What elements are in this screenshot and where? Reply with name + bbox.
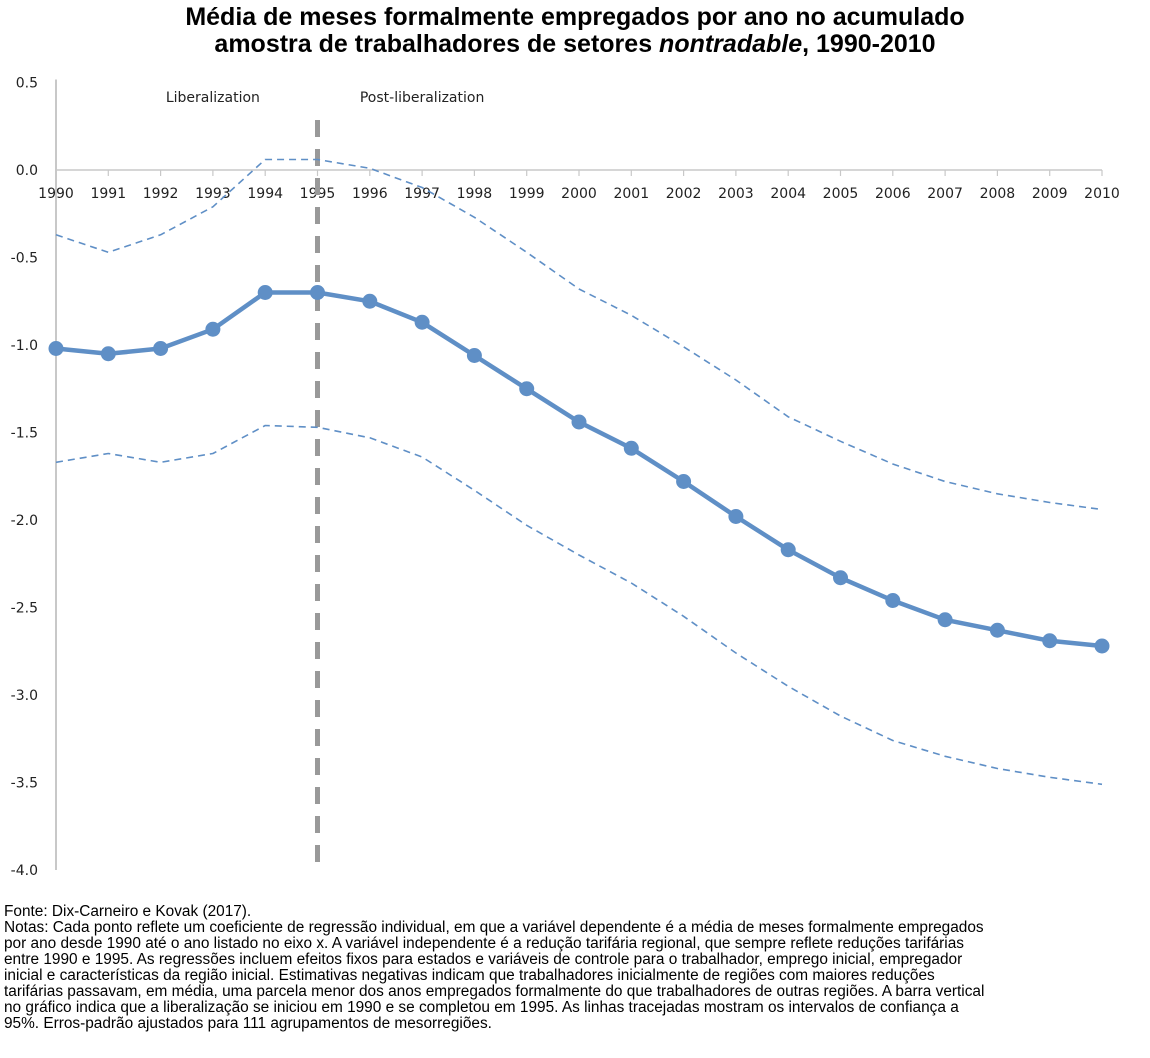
data-point [1042,633,1058,649]
note-line: tarifárias passavam, em média, uma parce… [4,983,985,1000]
y-tick-label: -2.5 [11,601,38,617]
x-tick-label: 1999 [509,186,545,202]
chart-title-line-2-suffix: , 1990-2010 [802,30,936,58]
note-line: inicial e características da região inic… [4,967,935,984]
x-tick-label: 2001 [613,186,649,202]
data-point [153,341,169,356]
y-tick-label: -1.5 [11,426,38,442]
data-point [100,346,116,362]
data-point [937,612,953,628]
note-line: 95%. Erros-padrão ajustados para 111 agr… [4,1015,492,1032]
data-point [780,542,796,558]
x-tick-label: 1994 [247,186,283,202]
y-tick-label: -1.0 [11,338,38,354]
chart-title-line-1: Média de meses formalmente empregados po… [185,3,965,31]
data-point [205,321,221,337]
data-point [414,314,430,330]
note-line: por ano desde 1990 até o ano listado no … [4,935,964,952]
data-point [833,570,848,586]
period-label: Liberalization [166,90,260,106]
x-tick-label: 2007 [927,186,963,202]
estimate-line [55,290,1103,649]
data-point [310,285,325,300]
period-label: Post-liberalization [360,90,484,106]
upper-ci-line [55,158,1103,511]
x-tick-label: 1990 [38,186,74,202]
note-line: entre 1990 e 1995. As regressões incluem… [4,951,963,968]
x-tick-label: 1998 [457,186,493,202]
note-line: Notas: Cada ponto reflete um coeficiente… [4,919,984,936]
y-tick-label: -4.0 [11,863,38,879]
data-point [48,341,64,356]
data-point [519,381,535,397]
y-tick-label: -3.0 [11,688,38,704]
data-point [676,474,692,489]
y-tick-label: 0.0 [16,163,38,179]
data-point [466,348,482,363]
x-tick-label: 1996 [352,186,388,202]
x-tick-label: 2004 [770,186,806,202]
x-tick-label: 1992 [143,186,179,202]
x-tick-label: 2000 [561,186,597,202]
series-group [48,158,1110,786]
y-tick-label: -3.5 [11,776,38,792]
annotation-group: Liberalization Post-liberalization [166,90,484,106]
data-point [989,622,1005,638]
x-tick-label: 1993 [195,186,231,202]
chart-title: Média de meses formalmente empregados po… [0,4,1150,58]
note-line: no gráfico indica que a liberalização se… [4,999,959,1016]
x-tick-label: 1991 [90,186,126,202]
data-point [257,285,273,300]
x-tick-label: 2005 [823,186,859,202]
chart-title-italic-term: nontradable [659,30,803,58]
data-point [623,440,639,456]
x-tick-label: 2009 [1032,186,1068,202]
chart-title-line-2: amostra de trabalhadores de setores nont… [0,31,1150,58]
y-tick-label: -0.5 [11,251,38,267]
axes: 0.5 0.0 -0.5 -1.0 -1.5 -2.0 -2.5 -3.0 -3.5 -4.0 19… [11,76,1120,880]
line-chart: 0.5 0.0 -0.5 -1.0 -1.5 -2.0 -2.5 -3.0 -3.5 -4.0 19… [11,76,1120,880]
data-point [728,509,744,524]
x-tick-label: 2002 [666,186,702,202]
lower-ci-line [55,424,1103,786]
y-tick-label: -2.0 [11,513,38,529]
chart-notes: Fonte: Dix-Carneiro e Kovak (2017). Nota… [4,904,1150,1032]
x-tick-label: 2008 [980,186,1016,202]
x-tick-label: 2003 [718,186,754,202]
data-point [885,593,901,608]
chart-title-line-2-prefix: amostra de trabalhadores de setores [214,30,660,58]
x-tick-label: 1997 [404,186,440,202]
y-tick-label: 0.5 [16,76,38,92]
data-point [1094,638,1110,654]
x-tick-label: 2006 [875,186,911,202]
source-line: Fonte: Dix-Carneiro e Kovak (2017). [4,903,252,920]
x-tick-label: 2010 [1084,186,1120,202]
data-point [571,414,587,430]
data-point [362,293,378,309]
